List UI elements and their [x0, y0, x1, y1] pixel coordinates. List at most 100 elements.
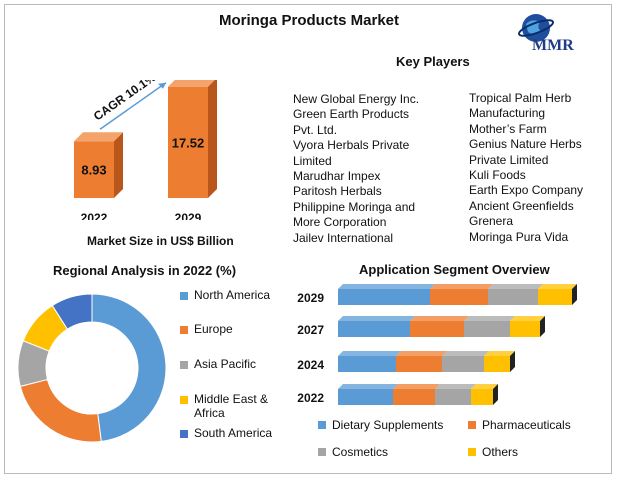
key-player-line: Paritosh Herbals [293, 184, 382, 199]
cagr-arrow [99, 82, 167, 130]
app-bar-segment [338, 356, 396, 372]
app-bar-segment [338, 321, 410, 337]
market-bar-value: 8.93 [81, 163, 106, 178]
regional-legend-item: South America [180, 426, 272, 440]
app-legend-item: Pharmaceuticals [468, 418, 571, 432]
app-bar-top [442, 351, 489, 356]
logo-text: MMR [532, 37, 574, 54]
app-bar-segment [442, 356, 484, 372]
legend-label: Europe [194, 322, 233, 336]
regional-legend-item: Europe [180, 322, 233, 336]
app-bar-segment [464, 321, 510, 337]
logo: MMR [517, 14, 574, 54]
regional-legend-item: Middle East & Africa [180, 392, 276, 420]
key-player-line: Ancient Greenfields [469, 198, 574, 213]
legend-swatch [468, 421, 476, 429]
key-player-line: Pvt. Ltd. [293, 122, 338, 137]
key-player-line: Philippine Moringa and [293, 199, 416, 214]
app-bar-segment [393, 389, 435, 405]
regional-legend-item: North America [180, 288, 270, 302]
key-player-line: Manufacturing [469, 106, 546, 121]
donut-slice-north-america [91, 293, 167, 442]
app-year-label: 2022 [297, 391, 324, 405]
market-bar-top [168, 80, 215, 87]
key-player-line: Private Limited [469, 152, 549, 167]
app-bar-segment [430, 289, 488, 305]
application-legend: Dietary Supplements Pharmaceuticals Cosmet… [318, 418, 598, 462]
key-player-line: Mother’s Farm [469, 121, 547, 136]
cagr-label: CAGR 10.1% [91, 80, 159, 123]
app-bar-top [338, 384, 398, 389]
market-bar-side [208, 80, 217, 198]
legend-label: Dietary Supplements [332, 418, 444, 432]
legend-swatch [180, 430, 188, 438]
key-player-line: More Corporation [293, 215, 387, 230]
regional-legend-item: Asia Pacific [180, 357, 256, 371]
app-bar-top [338, 351, 401, 356]
cagr-arrow-head [158, 82, 166, 89]
market-year-label: 2029 [175, 211, 202, 220]
app-bar-top [488, 284, 543, 289]
legend-label: Others [482, 445, 519, 459]
legend-swatch [180, 326, 188, 334]
key-player-line: Tropical Palm Herb [469, 91, 572, 105]
app-bar-segment [510, 321, 540, 337]
key-player-line: Genius Nature Herbs [469, 137, 582, 152]
app-bar-segment [538, 289, 572, 305]
app-bar-top [471, 384, 498, 389]
legend-swatch [180, 396, 188, 404]
app-bar-end [572, 284, 577, 305]
app-bar-top [484, 351, 515, 356]
app-year-label: 2024 [297, 358, 324, 372]
key-player-line: Vyora Herbals Private [293, 138, 410, 153]
page-title: Moringa Products Market [218, 12, 400, 29]
app-bar-top [538, 284, 577, 289]
legend-swatch [468, 448, 476, 456]
key-players-list-left: New Global Energy Inc. Green Earth Produc… [293, 92, 419, 246]
market-bar-2029 [168, 86, 208, 198]
app-year-label: 2029 [297, 291, 324, 305]
key-player-line: New Global Energy Inc. [293, 92, 420, 106]
app-bar-top [338, 284, 435, 289]
legend-label: Asia Pacific [194, 357, 257, 371]
infographic-frame [4, 4, 612, 474]
key-player-line: Green Earth Products [293, 107, 410, 122]
legend-label: Pharmaceuticals [482, 418, 571, 432]
market-size-chart: 8.93 2022 17.52 2029 CAGR 10.1% [74, 80, 217, 220]
market-size-subtitle: Market Size in US$ Billion [87, 234, 234, 248]
app-legend-item: Dietary Supplements [318, 418, 443, 432]
app-bar-end [510, 351, 515, 372]
market-bar-side [114, 132, 123, 198]
app-legend-item: Cosmetics [318, 445, 388, 459]
key-players-title: Key Players [396, 54, 470, 69]
app-bar-segment [435, 389, 471, 405]
regional-donut-chart [17, 293, 167, 443]
key-player-line: Limited [293, 153, 332, 168]
legend-swatch [180, 361, 188, 369]
app-bar-segment [484, 356, 510, 372]
app-bar-end [540, 316, 545, 337]
market-bar-2022 [74, 141, 114, 198]
market-year-label: 2022 [81, 211, 108, 220]
app-year-label: 2027 [297, 323, 324, 337]
app-bar-segment [396, 356, 442, 372]
key-player-line: Marudhar Impex [293, 169, 381, 184]
application-bar-chart: 2029 2027 2024 2022 [297, 284, 577, 405]
app-bar-segment [488, 289, 538, 305]
app-bar-top [393, 384, 440, 389]
regional-title: Regional Analysis in 2022 (%) [53, 263, 237, 278]
key-player-line: Jailev International [293, 230, 394, 245]
donut-slice-south-america [51, 293, 93, 330]
app-bar-segment [410, 321, 464, 337]
key-player-line: Moringa Pura Vida [469, 229, 569, 244]
key-players-list-right: Tropical Palm Herb Manufacturing Mother’s … [469, 91, 583, 245]
key-player-line: Kuli Foods [469, 168, 526, 183]
market-bar-top [74, 132, 123, 142]
app-bar-top [338, 316, 415, 321]
donut-slice-europe [19, 378, 102, 443]
app-bar-top [435, 384, 476, 389]
market-bar-value: 17.52 [172, 135, 205, 150]
app-bar-segment [338, 389, 393, 405]
app-bar-top [396, 351, 447, 356]
app-bar-segment [338, 289, 430, 305]
